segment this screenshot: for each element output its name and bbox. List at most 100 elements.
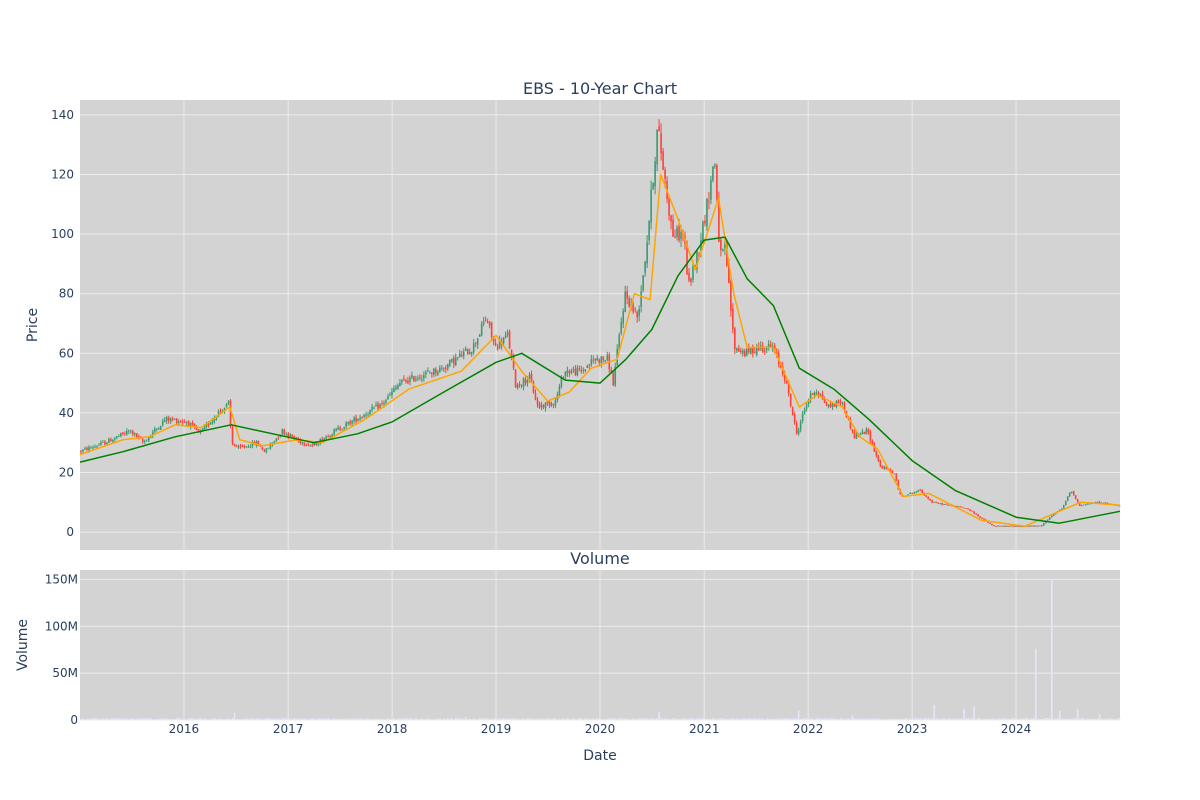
candle-body: [141, 439, 144, 443]
candle-body: [817, 392, 820, 395]
candle-body: [961, 506, 963, 508]
candle-body: [393, 388, 395, 393]
volume-bar: [690, 718, 692, 720]
candle-body: [163, 419, 166, 422]
volume-bar: [211, 718, 214, 720]
volume-bar: [301, 718, 304, 720]
volume-bar: [269, 717, 272, 720]
volume-bar: [542, 718, 545, 720]
candle-body: [704, 220, 706, 224]
volume-bar: [933, 705, 935, 720]
candle-body: [494, 342, 497, 346]
candle-body: [153, 428, 156, 433]
candle-body: [452, 358, 455, 365]
candle-body: [694, 264, 696, 267]
volume-bar: [1094, 719, 1097, 720]
volume-bar: [229, 719, 232, 720]
candle-body: [1104, 502, 1107, 504]
candle-body: [269, 444, 272, 449]
volume-bar: [819, 718, 822, 720]
volume-bar: [510, 718, 513, 720]
candle-body: [409, 377, 411, 382]
volume-bar: [646, 718, 648, 720]
volume-bar: [325, 718, 327, 720]
volume-bar: [295, 718, 298, 720]
volume-bar: [231, 718, 234, 720]
candle-body: [239, 445, 242, 447]
volume-bar: [634, 718, 636, 720]
candle-body: [472, 343, 475, 353]
volume-bar: [213, 717, 216, 720]
candle-body: [327, 436, 329, 438]
volume-bar: [1056, 717, 1059, 720]
candle-body: [480, 323, 483, 336]
volume-bar: [476, 719, 479, 720]
volume-bar: [1023, 718, 1025, 720]
candle-body: [801, 413, 804, 421]
volume-bar: [947, 718, 949, 720]
volume-bar: [949, 718, 951, 720]
candle-body: [763, 350, 766, 352]
volume-bar: [417, 719, 419, 720]
candle-body: [211, 419, 214, 424]
volume-bar: [1090, 718, 1093, 720]
candle-body: [379, 404, 381, 408]
candle-body: [223, 407, 226, 411]
candle-body: [738, 348, 740, 352]
volume-bar: [359, 718, 361, 720]
candle-body: [1050, 515, 1053, 518]
volume-bar: [831, 718, 834, 720]
candle-body: [397, 385, 399, 389]
candle-body: [749, 348, 752, 354]
volume-bar: [508, 717, 511, 720]
candle-body: [668, 197, 670, 216]
candle-body: [1021, 526, 1023, 528]
volume-bar: [460, 718, 463, 720]
candle-body: [283, 429, 286, 435]
candle-body: [582, 370, 585, 371]
candle-body: [983, 518, 985, 520]
candle-body: [287, 433, 290, 437]
volume-bar: [458, 718, 461, 720]
candle-body: [151, 432, 154, 437]
volume-bar: [441, 719, 443, 720]
volume-bar: [177, 718, 180, 720]
candle-body: [1035, 525, 1037, 527]
volume-bar: [399, 718, 401, 720]
volume-bar: [207, 719, 210, 720]
candle-body: [863, 431, 866, 434]
volume-bar: [110, 718, 112, 720]
candle-body: [803, 409, 806, 414]
candle-body: [646, 242, 648, 264]
volume-bar: [979, 718, 981, 720]
volume-bar: [546, 717, 549, 720]
candle-body: [145, 440, 148, 442]
candle-body: [1068, 492, 1071, 497]
candle-body: [124, 433, 126, 435]
volume-bar: [136, 718, 138, 720]
volume-bar: [594, 718, 597, 720]
candle-body: [851, 429, 854, 432]
volume-bar: [997, 718, 999, 720]
volume-bar: [578, 717, 581, 720]
volume-bar: [500, 718, 503, 720]
volume-bar: [199, 718, 202, 720]
candle-body: [423, 375, 425, 379]
volume-bar: [540, 718, 543, 720]
candle-body: [381, 403, 383, 404]
candle-body: [185, 422, 188, 424]
volume-bar: [225, 718, 228, 720]
volume-bar: [235, 718, 238, 720]
volume-bar: [247, 719, 250, 720]
candle-body: [407, 380, 409, 384]
candle-body: [747, 348, 750, 353]
volume-bar: [787, 718, 790, 720]
candle-body: [143, 441, 146, 443]
volume-bar: [1092, 719, 1095, 720]
volume-bar: [801, 718, 804, 720]
candle-body: [987, 521, 989, 523]
candle-body: [767, 343, 770, 347]
volume-bar: [889, 718, 892, 720]
volume-bar: [143, 718, 146, 720]
candle-body: [337, 427, 339, 430]
